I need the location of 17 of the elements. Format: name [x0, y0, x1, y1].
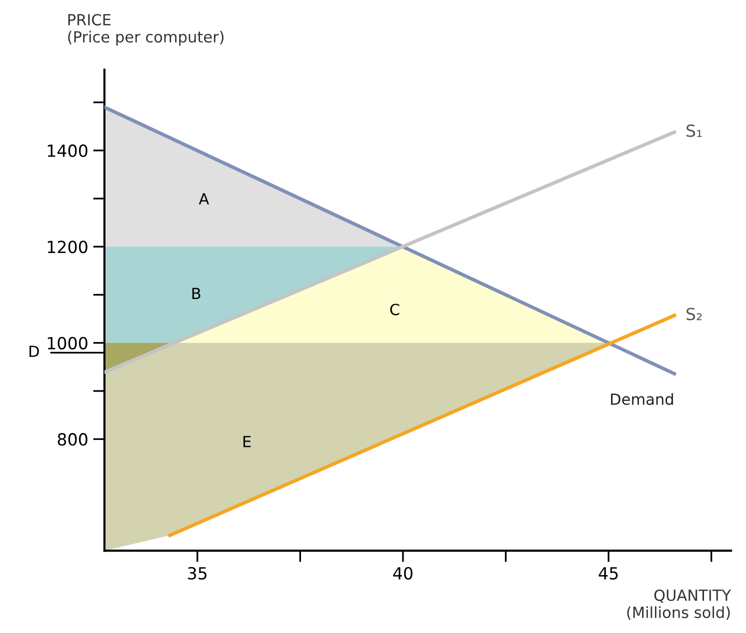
series-label: C: [390, 304, 400, 316]
y-tick-label: 1200: [48, 240, 88, 254]
series-label: S₂: [686, 308, 702, 320]
text: D: [30, 346, 39, 357]
series-label: Demand: [611, 393, 673, 405]
y-axis-title: PRICE (Price per computer): [68, 14, 224, 46]
y-tick-label: 1000: [48, 336, 88, 350]
series-label: A: [198, 193, 210, 204]
series-label: E: [243, 436, 251, 448]
y-tick-label: 1400: [48, 144, 88, 158]
x-axis-title: QUANTITY (Millions sold): [627, 589, 732, 620]
x-tick-label: 40: [393, 566, 412, 580]
series-label: S₁: [686, 124, 702, 138]
y-tick-label: 800: [58, 433, 88, 446]
series-label: B: [192, 288, 200, 299]
x-tick-label: 45: [598, 567, 618, 580]
x-tick-label: 35: [188, 566, 207, 580]
